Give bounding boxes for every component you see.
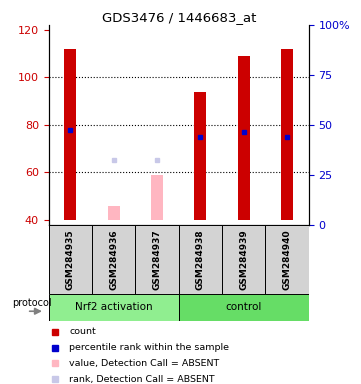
Text: rank, Detection Call = ABSENT: rank, Detection Call = ABSENT [69,375,215,384]
Bar [135,225,179,294]
Bar [222,225,265,294]
Text: value, Detection Call = ABSENT: value, Detection Call = ABSENT [69,359,220,368]
Text: protocol: protocol [12,298,52,308]
Bar [179,294,309,321]
Title: GDS3476 / 1446683_at: GDS3476 / 1446683_at [101,11,256,24]
Bar [49,294,179,321]
Bar [281,49,293,220]
Text: GSM284940: GSM284940 [283,229,291,290]
Bar [49,225,92,294]
Text: GSM284935: GSM284935 [66,229,75,290]
Text: percentile rank within the sample: percentile rank within the sample [69,343,230,352]
Text: GSM284939: GSM284939 [239,229,248,290]
Text: control: control [226,302,262,312]
Text: count: count [69,327,96,336]
Bar [151,175,163,220]
Bar [179,225,222,294]
Text: GSM284936: GSM284936 [109,229,118,290]
Text: GSM284938: GSM284938 [196,229,205,290]
Bar [108,205,120,220]
Text: Nrf2 activation: Nrf2 activation [75,302,153,312]
Bar [265,225,309,294]
Bar [64,49,77,220]
Text: GSM284937: GSM284937 [153,229,161,290]
Bar [194,91,206,220]
Bar [238,56,250,220]
Bar [92,225,135,294]
Bar [238,56,250,220]
